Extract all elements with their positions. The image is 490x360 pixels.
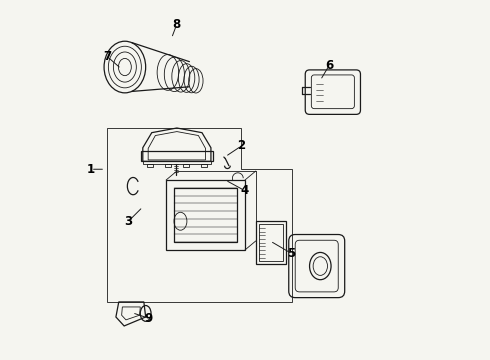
Bar xyxy=(183,164,189,167)
Text: 5: 5 xyxy=(288,247,296,260)
Text: 4: 4 xyxy=(241,184,249,197)
Text: 2: 2 xyxy=(237,139,245,152)
Text: 8: 8 xyxy=(173,18,181,31)
Bar xyxy=(141,151,213,161)
Text: 1: 1 xyxy=(87,163,95,176)
Text: 7: 7 xyxy=(103,50,111,63)
Bar xyxy=(166,180,245,250)
Bar xyxy=(174,188,237,242)
Bar xyxy=(256,221,286,264)
Bar xyxy=(165,164,171,167)
Bar xyxy=(259,224,283,261)
Text: 6: 6 xyxy=(325,59,333,72)
Text: 9: 9 xyxy=(144,311,152,325)
Bar xyxy=(201,164,207,167)
Bar xyxy=(143,161,211,164)
Text: 3: 3 xyxy=(124,215,132,228)
Bar xyxy=(147,164,153,167)
